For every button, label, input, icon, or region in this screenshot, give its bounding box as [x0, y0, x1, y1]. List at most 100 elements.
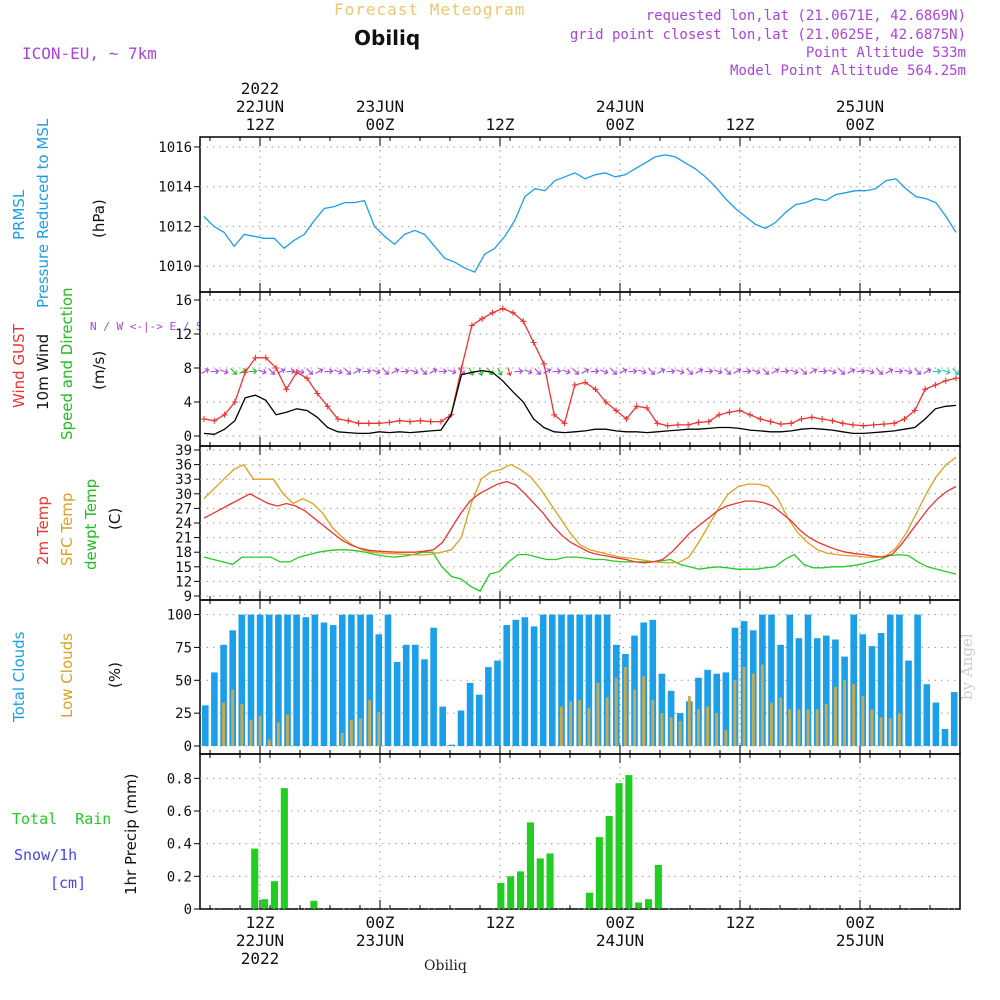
- total-cloud-bar: [850, 614, 857, 746]
- total-cloud-bar: [238, 614, 246, 746]
- low-cloud-bar: [861, 696, 865, 746]
- low-cloud-bar: [642, 676, 646, 746]
- pressure-side-label-2: Pressure Reduced to MSL: [34, 118, 52, 308]
- arrow-head: [907, 369, 913, 375]
- gust-marker: [695, 419, 702, 426]
- arrow-head: [422, 370, 427, 375]
- low-cloud-bar: [368, 700, 372, 746]
- arrow-shaft: [306, 368, 313, 375]
- low-cloud-bar: [623, 667, 627, 746]
- y-tick-label: 27: [175, 501, 192, 517]
- y-tick-label: 33: [175, 472, 192, 488]
- low-cloud-bar: [852, 684, 856, 746]
- wind-direction-arrow: [268, 368, 275, 375]
- low-cloud-bar: [605, 697, 609, 746]
- low-cloud-bar: [770, 702, 773, 746]
- total-cloud-bar: [594, 614, 602, 746]
- low-cloud-bar: [587, 707, 591, 746]
- gust-marker: [283, 386, 290, 393]
- temp-side-label-1: 2m Temp: [34, 496, 52, 565]
- rain-bar: [280, 788, 288, 909]
- gust-marker: [365, 420, 372, 427]
- low-cloud-bar: [760, 664, 764, 746]
- gridpoint-coords: grid point closest lon,lat (21.0625E, 42…: [569, 27, 966, 43]
- y-tick-label: 8: [184, 361, 192, 377]
- wind-direction-arrow: [942, 369, 951, 375]
- gust-marker: [911, 407, 918, 414]
- gust-marker: [633, 403, 640, 410]
- arrow-shaft: [315, 368, 323, 374]
- panel-pressure: 1010 1012 1014 1016: [158, 136, 961, 293]
- arrow-head: [660, 368, 666, 374]
- arrow-shaft: [894, 370, 903, 373]
- y-tick-label: 21: [175, 531, 192, 547]
- bottom-time-label: 00Z: [606, 913, 635, 932]
- total-cloud-bar: [804, 614, 812, 746]
- low-cloud-bar: [706, 706, 709, 746]
- panel-wind: 0 4 8 12 16: [175, 291, 961, 447]
- y-tick-label: 24: [175, 516, 192, 532]
- y-tick-label: 0: [184, 429, 192, 445]
- arrow-shaft: [600, 369, 608, 374]
- low-cloud-bar: [569, 701, 572, 746]
- arrow-head: [232, 370, 237, 375]
- total-cloud-bar: [247, 614, 255, 746]
- arrow-head: [518, 368, 524, 375]
- arrow-shaft: [362, 370, 371, 373]
- wind-direction-arrow: [514, 368, 524, 375]
- wind-direction-arrow: [353, 368, 362, 374]
- wind-direction-arrow: [714, 369, 723, 375]
- wind-direction-arrow: [619, 368, 628, 374]
- low-cloud-bar: [267, 739, 271, 746]
- gust-marker: [592, 386, 599, 393]
- wind-direction-arrow: [400, 368, 410, 375]
- low-cloud-bar: [824, 703, 828, 746]
- arrow-shaft: [296, 369, 304, 374]
- wind-direction-arrow: [676, 369, 685, 375]
- low-cloud-bar: [276, 722, 280, 746]
- gust-marker: [386, 419, 393, 426]
- bottom-time-label: 2022: [241, 949, 280, 968]
- arrow-head: [584, 368, 590, 374]
- total-cloud-bar: [284, 614, 291, 746]
- total-cloud-bar: [658, 673, 666, 746]
- arrow-shaft: [686, 368, 693, 375]
- total-cloud-bar: [211, 672, 218, 746]
- total-cloud-bar: [905, 660, 912, 746]
- total-cloud-bar: [877, 633, 885, 746]
- precip-side-label-1: Total Rain: [12, 810, 111, 828]
- total-cloud-bar: [576, 614, 583, 746]
- wind-direction-arrow: [296, 369, 305, 375]
- wind-direction-arrow: [448, 369, 457, 375]
- arrow-head: [698, 368, 704, 374]
- wind-direction-arrow: [201, 368, 210, 374]
- arrow-shaft: [885, 368, 893, 374]
- arrow-shaft: [828, 369, 836, 374]
- arrow-shaft: [676, 369, 684, 374]
- rain-bar: [654, 864, 662, 909]
- rain-bar: [546, 853, 554, 909]
- wind-direction-arrow: [856, 368, 866, 375]
- panel-frame-temperature: [199, 445, 961, 601]
- arrow-shaft: [258, 369, 266, 374]
- total-cloud-bar: [357, 614, 364, 746]
- top-time-label: 00Z: [366, 115, 395, 134]
- arrow-head: [346, 370, 351, 375]
- wind-direction-arrow: [876, 368, 883, 375]
- arrow-shaft: [400, 370, 409, 373]
- arrow-head: [270, 370, 275, 375]
- low-cloud-bar: [231, 689, 235, 746]
- arrow-head: [793, 369, 799, 375]
- wind-direction-arrow: [847, 368, 856, 374]
- wind-direction-arrow: [382, 368, 389, 375]
- wind-speed-line: [203, 369, 957, 435]
- wind-direction-arrow: [543, 368, 552, 374]
- total-cloud-bar: [329, 625, 337, 746]
- arrow-shaft: [818, 370, 827, 373]
- arrow-head: [318, 368, 324, 374]
- rain-bar: [517, 871, 525, 909]
- low-cloud-bar: [614, 677, 618, 746]
- arrow-shaft: [914, 368, 921, 375]
- gust-marker: [623, 416, 630, 422]
- temp-side-label-2: SFC Temp: [58, 493, 76, 566]
